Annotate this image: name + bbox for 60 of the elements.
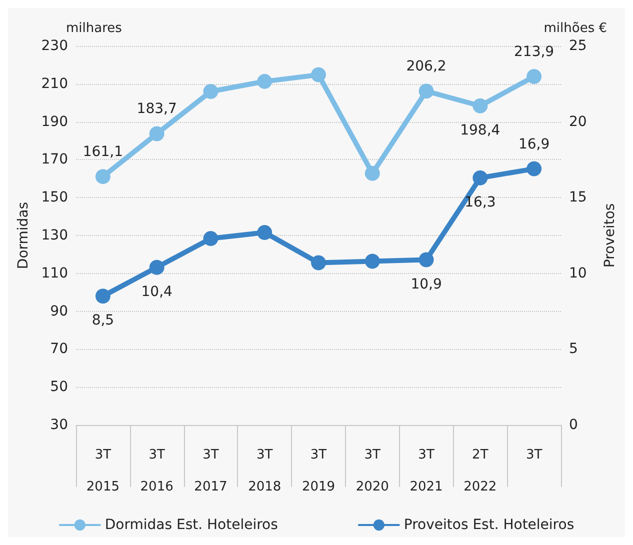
point — [472, 98, 488, 114]
point — [526, 161, 542, 176]
data-label: 16,3 — [464, 194, 496, 210]
data-label: 10,4 — [141, 284, 173, 300]
point — [95, 169, 110, 184]
point — [203, 84, 218, 99]
point — [364, 254, 380, 269]
y-tick-label: 230 — [41, 38, 68, 54]
data-label: 161,1 — [82, 144, 123, 160]
category-label: 3T 2021 — [410, 448, 443, 494]
text: milhões € — [544, 21, 608, 36]
y2-tick-label: 15 — [569, 190, 587, 206]
data-label: 198,4 — [460, 122, 500, 138]
point — [257, 74, 272, 89]
y2-tick-label: 0 — [569, 417, 578, 433]
x-tick-label: 3T — [526, 448, 542, 462]
point — [203, 231, 218, 246]
data-label: 10,9 — [410, 276, 442, 292]
category-label: 3T 2016 — [140, 448, 174, 494]
y2-tick-label: 10 — [569, 265, 587, 282]
point — [149, 260, 164, 275]
point — [526, 69, 542, 84]
category-label: 3T 2019 — [302, 448, 336, 494]
y-tick-label: 170 — [41, 152, 68, 168]
y-axis-title: Dormidas — [15, 202, 32, 270]
y-tick-label: 110 — [41, 265, 68, 282]
data-label: 8,5 — [92, 312, 114, 329]
y-tick-label: 30 — [50, 417, 68, 433]
y-tick-label: 150 — [41, 190, 68, 206]
legend-label: Dormidas Est. Hoteleiros — [104, 517, 278, 533]
point — [364, 166, 380, 181]
point — [472, 170, 488, 186]
data-label: 16,9 — [518, 136, 550, 152]
category-label: 3T 2017 — [194, 448, 228, 494]
point — [149, 126, 164, 142]
category-label: 2T 2022 — [464, 448, 497, 494]
category-label: 3T 2015 — [86, 448, 120, 494]
point — [311, 67, 326, 82]
point — [257, 224, 272, 240]
y-tick-label: 70 — [50, 341, 68, 358]
data-label: 206,2 — [406, 58, 446, 75]
text: milhares — [66, 21, 122, 36]
y-tick-label: 190 — [41, 114, 68, 130]
category-label: 3T 2018 — [248, 448, 282, 494]
point — [95, 288, 110, 304]
point — [418, 84, 434, 99]
y2-tick-label: 25 — [569, 38, 587, 54]
data-label: 213,9 — [514, 44, 554, 60]
point — [311, 255, 326, 270]
y2-tick-label: 5 — [569, 341, 578, 358]
y-tick-label: 130 — [41, 228, 68, 244]
point — [418, 252, 434, 268]
legend-label: Proveitos Est. Hoteleiros — [404, 517, 574, 533]
y2-tick-label: 20 — [569, 114, 587, 130]
data-label: 183,7 — [136, 101, 177, 118]
category-label: 3T 2020 — [356, 448, 389, 494]
y2-axis-title: Proveitos — [602, 203, 618, 268]
y-tick-label: 50 — [50, 379, 68, 396]
y-tick-label: 90 — [50, 303, 68, 320]
y-tick-label: 210 — [41, 76, 68, 92]
